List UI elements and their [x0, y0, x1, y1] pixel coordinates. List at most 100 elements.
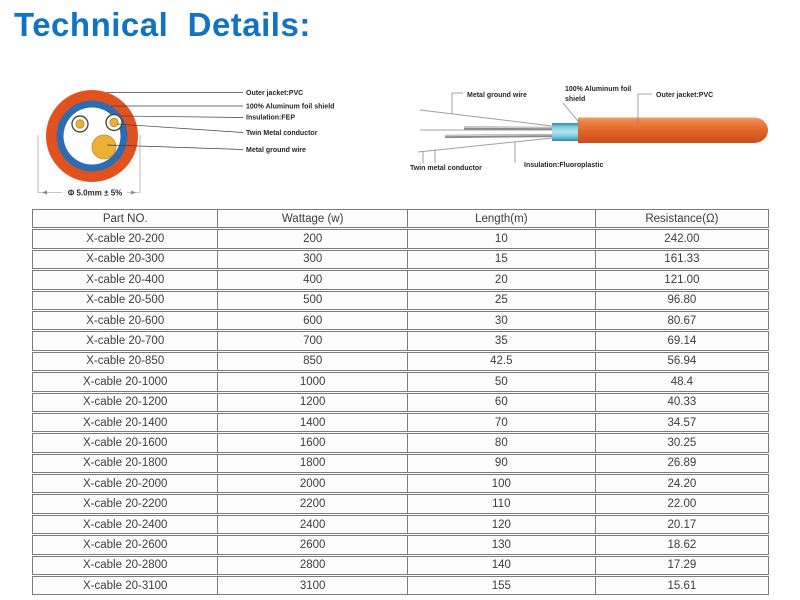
side-view-leader-lines [422, 92, 652, 163]
table-header-row: Part NO. Wattage (w) Length(m) Resistanc… [32, 209, 769, 229]
table-cell: 50 [407, 372, 596, 392]
label-side-twin-conductor: Twin metal conductor [410, 165, 482, 172]
table-cell: 300 [218, 249, 408, 270]
table-cell: 2200 [218, 494, 408, 514]
table-row: X-cable 20-2400 2400 120 20.17 [32, 514, 769, 535]
table-cell: 600 [218, 310, 408, 331]
table-cell: 500 [218, 290, 408, 310]
table-cell: 2400 [218, 514, 408, 535]
label-side-ground-wire: Metal ground wire [467, 92, 527, 99]
table-cell: 161.33 [595, 249, 769, 270]
table-cell: 1800 [218, 453, 408, 474]
table-cell: X-cable 20-1800 [32, 453, 219, 474]
cross-section-diagram: Outer jacket:PVC 100% Aluminum foil shie… [37, 90, 334, 198]
table-cell: 24.20 [595, 474, 769, 494]
table-row: X-cable 20-400 400 20 121.00 [32, 270, 769, 290]
table-row: X-cable 20-2800 2800 140 17.29 [32, 555, 769, 576]
table-cell: 80 [407, 433, 596, 453]
table-cell: 1200 [218, 392, 408, 412]
table-row: X-cable 20-2200 2200 110 22.00 [32, 494, 769, 514]
table-cell: 56.94 [595, 351, 769, 372]
table-cell: 60 [407, 392, 596, 412]
diagrams-svg: Outer jacket:PVC 100% Aluminum foil shie… [37, 86, 768, 198]
table-cell: X-cable 20-2400 [32, 514, 219, 535]
table-cell: 30 [407, 310, 596, 331]
label-side-foil-line1: 100% Aluminum foil [565, 86, 631, 93]
table-row: X-cable 20-300 300 15 161.33 [32, 249, 769, 270]
table-cell: X-cable 20-500 [32, 290, 219, 310]
table-row: X-cable 20-200 200 10 242.00 [32, 229, 769, 249]
table-cell: X-cable 20-1400 [32, 412, 219, 433]
table-cell: 121.00 [595, 270, 769, 290]
table-cell: X-cable 20-3100 [32, 576, 219, 596]
table-cell: X-cable 20-1200 [32, 392, 219, 412]
table-cell: 120 [407, 514, 596, 535]
table-cell: 242.00 [595, 229, 769, 249]
side-outer-jacket [578, 117, 768, 143]
table-row: X-cable 20-1200 1200 60 40.33 [32, 392, 769, 412]
table-cell: 70 [407, 412, 596, 433]
table-row: X-cable 20-600 600 30 80.67 [32, 310, 769, 331]
cable-diagrams: Outer jacket:PVC 100% Aluminum foil shie… [0, 72, 800, 208]
label-ground-wire: Metal ground wire [246, 147, 306, 154]
table-row: X-cable 20-1000 1000 50 48.4 [32, 372, 769, 392]
col-header-resistance: Resistance(Ω) [595, 209, 769, 229]
table-cell: 20 [407, 270, 596, 290]
label-side-outer-jacket: Outer jacket:PVC [656, 92, 713, 99]
table-cell: 17.29 [595, 555, 769, 576]
dimension-label: Φ 5.0mm ± 5% [68, 189, 123, 198]
twin-conductor-bottom [444, 133, 553, 139]
wires [417, 109, 553, 153]
label-side-insulation: Insulation:Fluoroplastic [524, 162, 603, 169]
table-cell: 3100 [218, 576, 408, 596]
table-cell: 700 [218, 331, 408, 351]
table-cell: 42.5 [407, 351, 596, 372]
cross-section-leader-lines [106, 92, 244, 150]
table-cell: X-cable 20-2000 [32, 474, 219, 494]
table-row: X-cable 20-1400 1400 70 34.57 [32, 412, 769, 433]
table-cell: 850 [218, 351, 408, 372]
spec-table: Part NO. Wattage (w) Length(m) Resistanc… [32, 208, 769, 596]
col-header-part-no: Part NO. [32, 209, 219, 229]
table-cell: 40.33 [595, 392, 769, 412]
table-cell: 400 [218, 270, 408, 290]
table-cell: 100 [407, 474, 596, 494]
table-row: X-cable 20-700 700 35 69.14 [32, 331, 769, 351]
ground-wire-circle [91, 134, 117, 160]
table-cell: 18.62 [595, 535, 769, 555]
table-cell: X-cable 20-1000 [32, 372, 219, 392]
table-row: X-cable 20-500 500 25 96.80 [32, 290, 769, 310]
table-cell: X-cable 20-600 [32, 310, 219, 331]
table-cell: 22.00 [595, 494, 769, 514]
spec-table-container: Part NO. Wattage (w) Length(m) Resistanc… [32, 208, 769, 596]
table-row: X-cable 20-1800 1800 90 26.89 [32, 453, 769, 474]
label-foil-shield: 100% Aluminum foil shield [246, 104, 334, 111]
table-cell: 10 [407, 229, 596, 249]
col-header-wattage: Wattage (w) [218, 209, 408, 229]
table-cell: 48.4 [595, 372, 769, 392]
table-row: X-cable 20-850 850 42.5 56.94 [32, 351, 769, 372]
table-cell: 34.57 [595, 412, 769, 433]
table-row: X-cable 20-2000 2000 100 24.20 [32, 474, 769, 494]
table-cell: 130 [407, 535, 596, 555]
table-cell: X-cable 20-400 [32, 270, 219, 290]
table-cell: X-cable 20-2200 [32, 494, 219, 514]
label-insulation: Insulation:FEP [246, 115, 295, 122]
table-cell: X-cable 20-850 [32, 351, 219, 372]
table-cell: X-cable 20-300 [32, 249, 219, 270]
table-body: X-cable 20-200 200 10 242.00 X-cable 20-300 3… [32, 229, 769, 596]
label-side-foil-line2: shield [565, 96, 585, 103]
table-cell: X-cable 20-1600 [32, 433, 219, 453]
table-cell: 96.80 [595, 290, 769, 310]
table-cell: 26.89 [595, 453, 769, 474]
table-cell: X-cable 20-2800 [32, 555, 219, 576]
table-cell: 110 [407, 494, 596, 514]
table-cell: 140 [407, 555, 596, 576]
table-cell: 15.61 [595, 576, 769, 596]
table-row: X-cable 20-3100 3100 155 15.61 [32, 576, 769, 596]
table-cell: 1400 [218, 412, 408, 433]
table-cell: 15 [407, 249, 596, 270]
col-header-length: Length(m) [407, 209, 596, 229]
table-cell: 69.14 [595, 331, 769, 351]
table-cell: 1000 [218, 372, 408, 392]
